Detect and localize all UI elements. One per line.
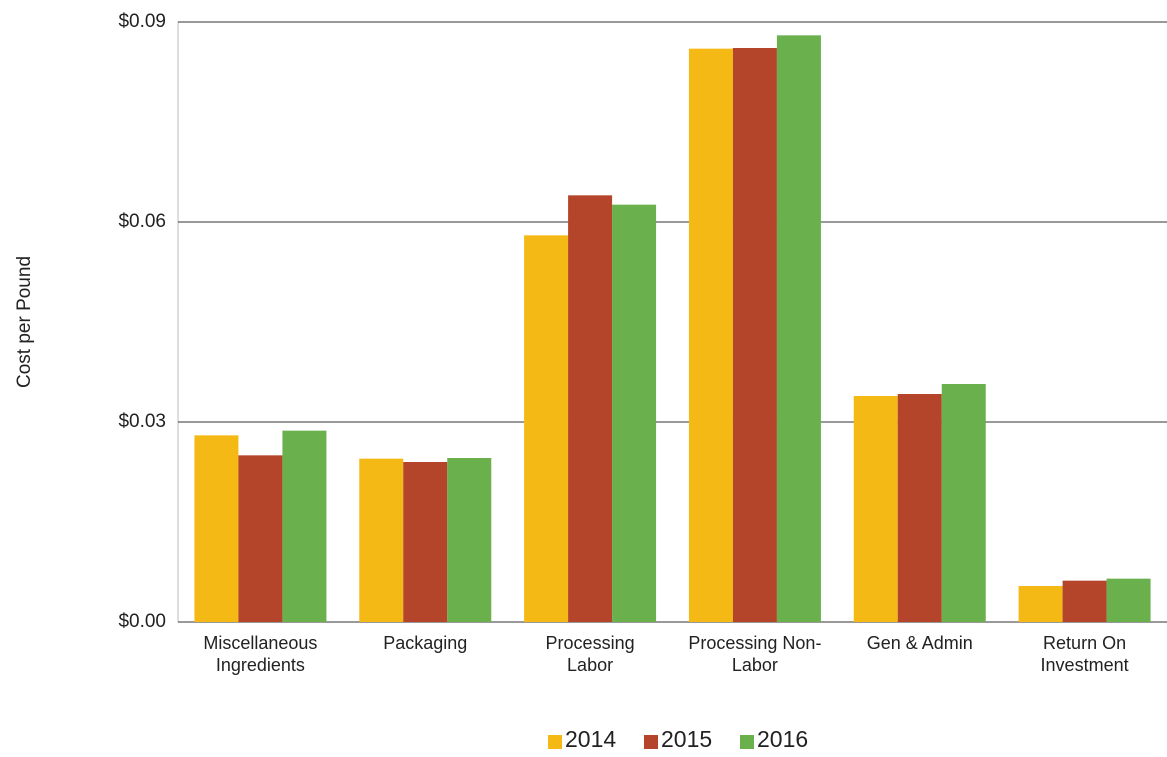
bar (568, 195, 613, 623)
x-tick-label: Return On Investment (1040, 633, 1129, 675)
legend-swatch (548, 735, 562, 749)
bar (941, 384, 986, 622)
legend-swatch (740, 735, 754, 749)
bar (1062, 580, 1107, 622)
y-tick-label: $0.06 (118, 211, 166, 232)
bar (282, 430, 327, 622)
x-tick-label: Processing Non-Labor (688, 633, 822, 675)
x-tick-label: Miscellaneous Ingredients (203, 633, 318, 675)
bar (776, 35, 821, 623)
bar (359, 458, 404, 622)
y-tick-label: $0.09 (118, 11, 166, 32)
bar (1018, 586, 1063, 622)
bar (447, 458, 492, 622)
bar (612, 204, 657, 622)
x-tick-label: Gen & Admin (866, 633, 973, 653)
bar (897, 394, 942, 622)
y-axis-label: Cost per Pound (14, 256, 35, 388)
legend-label: 2015 (661, 726, 712, 752)
legend-swatch (644, 735, 658, 749)
bar (524, 235, 569, 623)
bar (403, 462, 448, 622)
bar (688, 48, 733, 622)
bar (1106, 578, 1151, 622)
x-tick-label: Processing Labor (545, 633, 635, 675)
bar (732, 48, 777, 622)
bar (194, 435, 239, 622)
legend-label: 2016 (757, 726, 808, 752)
legend-label: 2014 (565, 726, 616, 752)
bar (238, 455, 283, 622)
bar (853, 396, 898, 622)
x-tick-label: Packaging (383, 633, 468, 653)
y-tick-label: $0.00 (118, 611, 166, 632)
y-tick-label: $0.03 (118, 411, 166, 432)
